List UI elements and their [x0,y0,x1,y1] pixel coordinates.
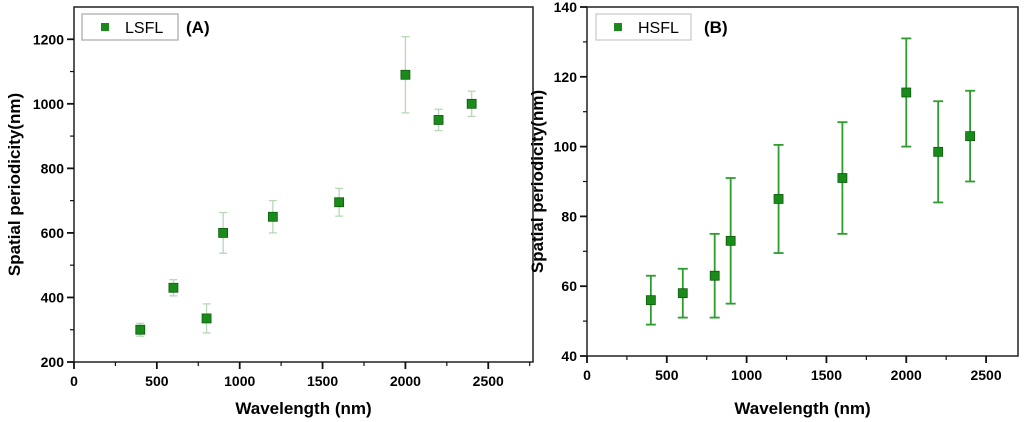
panel-label-B: (B) [704,18,728,37]
data-point-LSFL-400 [135,322,146,337]
square-marker [400,69,411,80]
square-marker [433,115,444,125]
y-tick-label: 140 [554,0,578,15]
legend-series-label: LSFL [125,20,163,37]
legend-box [81,13,179,41]
square-marker [466,98,477,109]
y-axis-label: Spatial periodicity(nm) [5,93,24,276]
x-tick-label: 500 [145,373,169,389]
y-tick-label: 40 [561,348,577,364]
x-tick-label: 1500 [811,367,842,383]
y-tick-label: 800 [41,160,65,176]
legend-A: LSFL [81,13,179,41]
square-marker [709,270,720,281]
data-point-HSFL-400 [645,274,656,326]
data-point-LSFL-2200 [433,108,444,132]
y-tick-label: 120 [554,69,578,85]
x-tick-label: 1000 [731,367,762,383]
x-tick-label: 2500 [970,367,1001,383]
panel-label-A: (A) [186,18,210,37]
data-point-LSFL-2000 [400,36,411,114]
data-point-HSFL-600 [677,267,688,319]
square-marker [201,313,212,324]
legend-series-label: HSFL [638,20,679,37]
data-point-HSFL-1600 [837,121,848,235]
x-tick-label: 2000 [390,373,421,389]
y-tick-label: 100 [554,139,578,155]
x-tick-label: 500 [655,367,679,383]
y-axis-label: Spatial periodicity(nm) [528,90,547,273]
square-marker [773,194,784,204]
square-marker [837,173,848,183]
data-point-LSFL-600 [168,279,179,297]
data-point-LSFL-1600 [334,187,345,217]
x-tick-label: 0 [583,367,591,383]
square-marker [901,87,912,98]
data-point-LSFL-2400 [466,90,477,118]
y-tick-label: 1200 [33,31,64,47]
x-tick-label: 1500 [307,373,338,389]
data-point-LSFL-900 [218,211,229,254]
square-marker [933,146,944,157]
x-tick-label: 0 [70,373,78,389]
square-marker [168,282,179,293]
square-marker [218,228,229,238]
data-point-HSFL-1200 [773,143,784,254]
y-tick-label: 200 [41,354,65,370]
chart-A: 0 500 1000 1500 2000 2500 200 400 600 800 1000 1200… [5,6,534,418]
square-marker [267,211,278,222]
x-tick-label: 1000 [224,373,255,389]
y-tick-label: 80 [561,208,577,224]
y-tick-label: 1000 [33,96,64,112]
data-point-HSFL-2000 [901,37,912,148]
data-point-HSFL-2400 [965,89,976,183]
x-tick-label: 2500 [473,373,504,389]
y-tick-label: 60 [561,278,577,294]
y-tick-label: 600 [41,225,65,241]
data-point-HSFL-900 [725,177,736,305]
y-tick-label: 400 [41,289,65,305]
data-point-LSFL-800 [201,303,212,334]
square-marker [135,324,146,335]
chart-B: 0 500 1000 1500 2000 2500 40 60 80 100 120 140 HSFL (… [528,0,1019,418]
plot-frame-A [73,6,534,363]
data-point-HSFL-800 [709,232,720,319]
legend-box [595,13,692,41]
legend-square-marker-icon [101,23,109,31]
square-marker [725,235,736,246]
square-marker [965,131,976,142]
square-marker [677,288,688,299]
data-point-HSFL-2200 [933,100,944,204]
x-axis-label: Wavelength (nm) [235,399,371,418]
legend-B: HSFL [595,13,692,41]
legend-square-marker-icon [614,23,622,31]
square-marker [645,295,656,306]
x-axis-label: Wavelength (nm) [734,399,870,418]
x-tick-label: 2000 [891,367,922,383]
square-marker [334,197,345,208]
data-point-LSFL-1200 [267,199,278,234]
